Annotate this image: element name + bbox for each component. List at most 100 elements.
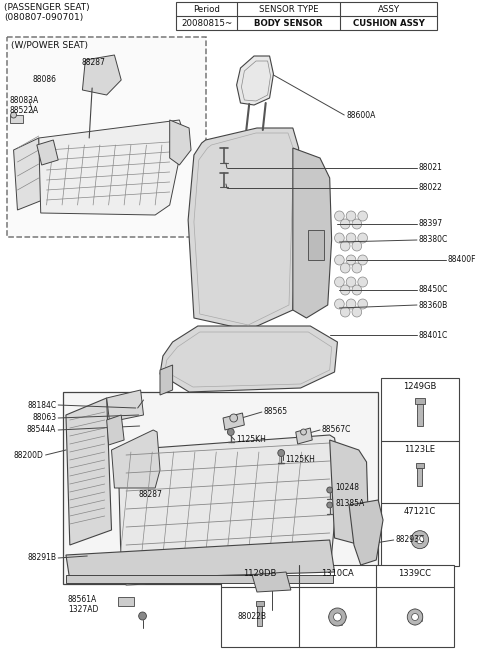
Text: 88567C: 88567C <box>322 426 351 434</box>
Circle shape <box>335 211 344 221</box>
Circle shape <box>352 307 362 317</box>
Polygon shape <box>160 326 337 392</box>
Circle shape <box>278 449 285 456</box>
Bar <box>221 565 454 647</box>
Text: 88083A: 88083A <box>10 96 39 105</box>
Text: 88287: 88287 <box>139 490 163 499</box>
Polygon shape <box>13 138 43 210</box>
Circle shape <box>412 613 419 621</box>
Text: 88522A: 88522A <box>10 106 39 115</box>
Circle shape <box>411 530 429 549</box>
Text: 88021: 88021 <box>419 164 443 173</box>
Text: 88565: 88565 <box>264 407 288 417</box>
Polygon shape <box>118 435 339 585</box>
Circle shape <box>416 536 424 543</box>
Circle shape <box>407 609 423 625</box>
Circle shape <box>327 502 333 508</box>
Text: Period: Period <box>193 5 220 14</box>
Text: 88022B: 88022B <box>238 612 266 621</box>
Text: 88360B: 88360B <box>419 300 448 309</box>
Text: 88544A: 88544A <box>27 426 56 434</box>
Polygon shape <box>66 540 335 580</box>
Circle shape <box>352 219 362 229</box>
Bar <box>416 463 424 468</box>
Polygon shape <box>349 500 383 565</box>
Text: BODY SENSOR: BODY SENSOR <box>254 18 323 27</box>
Circle shape <box>358 211 368 221</box>
Circle shape <box>358 277 368 287</box>
Text: 88380C: 88380C <box>419 235 448 245</box>
Bar <box>256 601 264 606</box>
Circle shape <box>139 612 146 620</box>
Polygon shape <box>252 572 291 592</box>
Text: 88063: 88063 <box>32 413 56 422</box>
Text: 1123LE: 1123LE <box>404 445 435 454</box>
Circle shape <box>329 608 346 626</box>
Circle shape <box>358 233 368 243</box>
Text: 81385A: 81385A <box>336 500 365 509</box>
Polygon shape <box>39 120 184 215</box>
Polygon shape <box>160 365 173 395</box>
Text: 88086: 88086 <box>33 75 57 84</box>
Circle shape <box>327 487 333 493</box>
Bar <box>7 37 205 237</box>
Bar <box>66 575 333 583</box>
Circle shape <box>334 613 341 621</box>
Circle shape <box>340 241 350 251</box>
Polygon shape <box>170 120 191 165</box>
Bar <box>177 2 437 30</box>
Bar <box>10 115 23 123</box>
Text: 1125KH: 1125KH <box>237 436 266 445</box>
Polygon shape <box>188 128 299 330</box>
Bar <box>417 404 423 426</box>
Text: 88022: 88022 <box>419 184 443 192</box>
Bar <box>308 230 324 260</box>
Text: 1249GB: 1249GB <box>403 382 437 391</box>
Text: SENSOR TYPE: SENSOR TYPE <box>259 5 318 14</box>
Circle shape <box>358 255 368 265</box>
Text: 88400F: 88400F <box>448 256 477 264</box>
Text: 88287: 88287 <box>82 58 105 67</box>
Polygon shape <box>66 398 111 545</box>
Polygon shape <box>111 430 160 488</box>
Text: ASSY: ASSY <box>378 5 400 14</box>
Bar <box>63 392 378 584</box>
Circle shape <box>340 219 350 229</box>
Circle shape <box>346 299 356 309</box>
Text: 47121C: 47121C <box>404 508 436 517</box>
Circle shape <box>230 414 238 422</box>
Circle shape <box>340 307 350 317</box>
Polygon shape <box>107 415 124 445</box>
Circle shape <box>228 428 234 436</box>
Bar <box>257 606 262 626</box>
Circle shape <box>346 233 356 243</box>
Circle shape <box>352 263 362 273</box>
Circle shape <box>300 429 306 435</box>
Circle shape <box>346 255 356 265</box>
Text: 88561A: 88561A <box>68 596 97 604</box>
Circle shape <box>335 299 344 309</box>
Text: CUSHION ASSY: CUSHION ASSY <box>353 18 425 27</box>
Text: 88200D: 88200D <box>14 451 44 460</box>
Text: 1339CC: 1339CC <box>398 569 432 578</box>
Text: 20080815~: 20080815~ <box>181 18 232 27</box>
Text: 88401C: 88401C <box>419 330 448 339</box>
Text: 1129DB: 1129DB <box>243 569 276 578</box>
Text: 88450C: 88450C <box>419 286 448 294</box>
Text: (W/POWER SEAT): (W/POWER SEAT) <box>11 41 88 50</box>
Circle shape <box>335 277 344 287</box>
Polygon shape <box>107 390 144 422</box>
Polygon shape <box>37 140 58 165</box>
Text: 88397: 88397 <box>419 220 443 228</box>
Bar <box>418 468 422 486</box>
Text: 88600A: 88600A <box>346 111 375 120</box>
Circle shape <box>335 233 344 243</box>
Circle shape <box>346 211 356 221</box>
Text: 1327AD: 1327AD <box>68 606 98 615</box>
Polygon shape <box>330 440 369 545</box>
Circle shape <box>346 277 356 287</box>
Circle shape <box>335 255 344 265</box>
Polygon shape <box>296 428 312 444</box>
Polygon shape <box>83 55 121 95</box>
Circle shape <box>11 112 16 118</box>
